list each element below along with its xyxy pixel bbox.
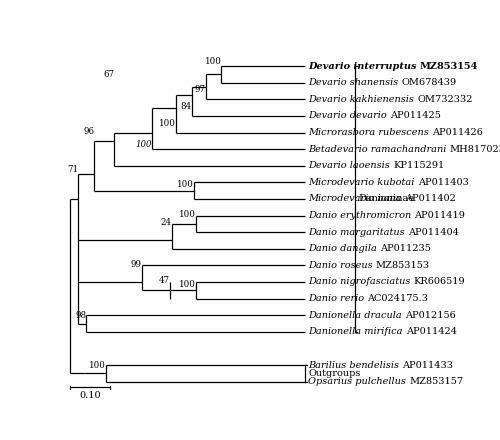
Text: 71: 71 (68, 165, 78, 174)
Text: Danio rerio: Danio rerio (308, 294, 368, 303)
Text: AP011403: AP011403 (418, 178, 469, 187)
Text: AC024175.3: AC024175.3 (368, 294, 428, 303)
Text: Microdevario kubotai: Microdevario kubotai (308, 178, 418, 187)
Text: MH817023: MH817023 (450, 145, 500, 154)
Text: 99: 99 (131, 260, 142, 269)
Text: MZ853153: MZ853153 (376, 261, 430, 270)
Text: KP115291: KP115291 (393, 161, 444, 170)
Text: 100: 100 (159, 118, 176, 128)
Text: Devario kakhienensis: Devario kakhienensis (308, 95, 417, 104)
Text: Danio margaritatus: Danio margaritatus (308, 227, 408, 237)
Text: Devario devario: Devario devario (308, 111, 390, 121)
Text: Opsarius pulchellus: Opsarius pulchellus (308, 377, 409, 386)
Text: 96: 96 (84, 127, 94, 136)
Text: AP012156: AP012156 (405, 311, 456, 320)
Text: AP011235: AP011235 (380, 244, 431, 253)
Text: Danio dangila: Danio dangila (308, 244, 380, 253)
Text: Betadevario ramachandrani: Betadevario ramachandrani (308, 145, 450, 154)
Text: Devario interruptus: Devario interruptus (308, 62, 420, 70)
Text: AP011426: AP011426 (432, 128, 483, 137)
Text: AP011419: AP011419 (414, 211, 466, 220)
Text: 100: 100 (90, 361, 106, 370)
Text: AP011433: AP011433 (402, 360, 453, 370)
Text: MZ853157: MZ853157 (409, 377, 463, 386)
Text: Devario shanensis: Devario shanensis (308, 78, 402, 87)
Text: Danionella dracula: Danionella dracula (308, 311, 405, 320)
Text: Microrasbora rubescens: Microrasbora rubescens (308, 128, 432, 137)
Text: 98: 98 (75, 311, 86, 320)
Text: 100: 100 (204, 57, 222, 66)
Text: Barilius bendelisis: Barilius bendelisis (308, 360, 402, 370)
Text: 24: 24 (161, 218, 172, 227)
Text: Devario laoensis: Devario laoensis (308, 161, 393, 170)
Text: Danionella mirifica: Danionella mirifica (308, 327, 406, 336)
Text: Outgroups: Outgroups (309, 369, 362, 378)
Text: OM678439: OM678439 (402, 78, 456, 87)
Text: Microdevario nana: Microdevario nana (308, 194, 404, 203)
Text: AP011404: AP011404 (408, 227, 459, 237)
Text: Danio erythromicron: Danio erythromicron (308, 211, 414, 220)
Text: AP011424: AP011424 (406, 327, 456, 336)
Text: 84: 84 (180, 102, 192, 111)
Text: Danio nigrofasciatus: Danio nigrofasciatus (308, 278, 414, 286)
Text: 97: 97 (194, 85, 205, 94)
Text: 100: 100 (136, 140, 152, 149)
Text: 100: 100 (177, 180, 194, 189)
Text: 100: 100 (179, 210, 196, 219)
Text: 47: 47 (159, 276, 170, 285)
Text: MZ853154: MZ853154 (420, 62, 478, 70)
Text: OM732332: OM732332 (417, 95, 472, 104)
Text: 100: 100 (179, 280, 196, 289)
Text: Danio roseus: Danio roseus (308, 261, 376, 270)
Text: KR606519: KR606519 (414, 278, 465, 286)
Text: Danioninae: Danioninae (358, 194, 414, 203)
Text: AP011425: AP011425 (390, 111, 441, 121)
Text: 67: 67 (103, 70, 114, 79)
Text: 0.10: 0.10 (80, 391, 101, 400)
Text: AP011402: AP011402 (404, 194, 456, 203)
